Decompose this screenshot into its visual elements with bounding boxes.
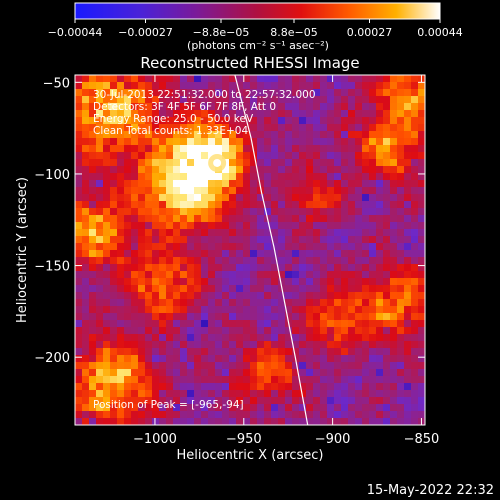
y-axis-label: Heliocentric Y (arcsec) (15, 177, 30, 323)
colorbar-tick-label: −0.00044 (48, 26, 103, 39)
x-tick-label: −1000 (133, 432, 177, 447)
colorbar-ticks: −0.00044 −0.00027 −8.8e−05 8.8e−05 0.00027 0.… (48, 19, 463, 39)
x-tick-label: −850 (404, 432, 440, 447)
colorbar-units: (photons cm⁻² s⁻¹ asec⁻²) (187, 39, 329, 52)
peak-position-label: Position of Peak = [-965,-94] (93, 399, 244, 411)
y-tick-label: −150 (34, 260, 70, 275)
annotation-detectors: Detectors: 3F 4F 5F 6F 7F 8F, Att 0 (93, 101, 276, 113)
x-axis-label: Heliocentric X (arcsec) (177, 448, 324, 463)
colorbar-tick-label: 8.8e−05 (270, 26, 317, 39)
x-tick-label: −900 (315, 432, 351, 447)
annotation-total-counts: Clean Total counts: 1.33E+04 (93, 125, 248, 137)
solar-limb-curve (234, 75, 309, 425)
plot-frame (74, 74, 426, 426)
colorbar-tick-label: −0.00027 (118, 26, 173, 39)
y-tick-label: −50 (43, 76, 70, 91)
colorbar-tick-label: −8.8e−05 (193, 26, 250, 39)
colorbar (74, 2, 441, 20)
timestamp: 15-May-2022 22:32 (367, 483, 494, 498)
y-tick-label: −200 (34, 351, 70, 366)
x-tick-label: −950 (226, 432, 262, 447)
peak-center (213, 158, 222, 167)
heatmap-image (75, 75, 425, 425)
colorbar-tick-label: 0.00044 (417, 26, 463, 39)
y-axis-ticks: −200 −150 −100 −50 (34, 76, 425, 366)
colorbar-tick-label: 0.00027 (347, 26, 393, 39)
chart-title: Reconstructed RHESSI Image (140, 54, 359, 72)
annotation-time-range: 30-Jul-2013 22:51:32.000 to 22:57:32.000 (93, 89, 316, 101)
y-tick-label: −100 (34, 168, 70, 183)
x-axis-ticks: −1000 −950 −900 −850 (133, 75, 439, 447)
annotation-energy-range: Energy Range: 25.0 - 50.0 keV (93, 113, 254, 125)
